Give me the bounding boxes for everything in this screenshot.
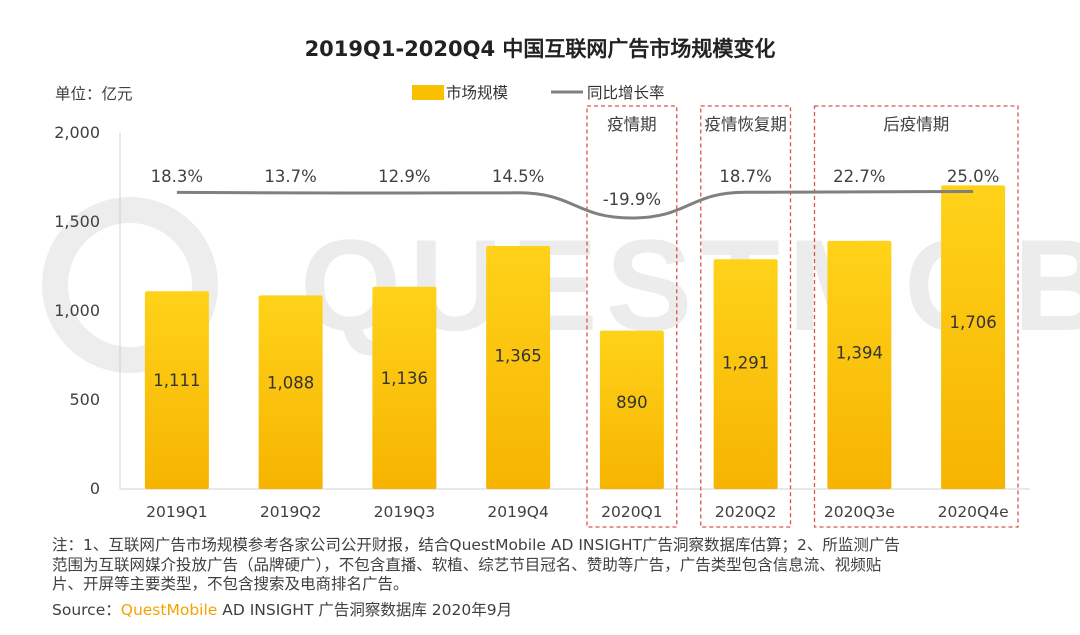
x-tick-label: 2019Q3 [374,503,436,521]
growth-rate-label: -19.9% [603,190,661,209]
y-tick-label: 0 [90,479,100,498]
y-tick-label: 500 [69,390,100,409]
period-boxes: 疫情期 疫情恢复期 后疫情期 [586,105,1019,528]
bar [941,185,1006,489]
footnotes: 注：1、互联网广告市场规模参考各家公司公开财报，结合QuestMobile AD… [52,536,1052,595]
growth-line-path [176,190,974,220]
bar [372,286,437,489]
chart-title: 2019Q1-2020Q4 中国互联网广告市场规模变化 [305,37,776,61]
growth-rate-label: 18.3% [151,167,203,186]
source-rest: AD INSIGHT 广告洞察数据库 2020年9月 [217,601,513,619]
x-tick-label: 2020Q2 [715,503,777,521]
market-size-chart: QUESTMOBILE 2019Q1-2020Q4 中国互联网广告市场规模变化 … [42,37,1080,528]
growth-rate-label: 18.7% [719,167,771,186]
bar-value-label: 1,136 [381,369,428,388]
bar-value-label: 1,111 [153,371,200,390]
x-tick-label: 2020Q1 [601,503,663,521]
bar-value-label: 1,291 [722,354,769,373]
bar-value-label: 1,088 [267,373,314,392]
note-line-1: 注：1、互联网广告市场规模参考各家公司公开财报，结合QuestMobile AD… [52,536,900,554]
growth-rate-label: 22.7% [833,167,885,186]
bar-value-label: 1,394 [836,344,883,363]
growth-rate-label: 13.7% [264,167,316,186]
source-prefix: Source： [52,601,121,619]
y-tick-label: 1,500 [54,212,100,231]
y-tick-label: 2,000 [54,123,100,142]
bar [713,259,778,489]
period-label: 后疫情期 [883,115,949,134]
growth-rate-label: 14.5% [492,167,544,186]
period-label: 疫情恢复期 [704,115,787,134]
legend-bar-swatch [412,85,444,100]
bar-value-label: 890 [616,393,648,412]
unit-label: 单位：亿元 [55,85,133,103]
growth-line: 18.3% 13.7% 12.9% 14.5% -19.9% 18.7% 22.7% 25.0… [151,167,999,220]
period-box [700,105,792,528]
bar [599,330,664,489]
period-box [586,105,678,528]
x-tick-label: 2019Q4 [487,503,549,521]
bar-value-label: 1,706 [950,313,997,332]
source-line: Source：QuestMobile AD INSIGHT 广告洞察数据库 20… [52,598,512,620]
note-line-3: 片、开屏等主要类型，不包含搜索及电商排名广告。 [52,575,409,593]
bar-value-label: 1,365 [495,346,542,365]
period-label: 疫情期 [607,115,657,134]
bar [258,295,323,489]
bar [144,291,209,489]
legend: 市场规模 同比增长率 [412,84,665,102]
bar [827,240,892,489]
x-tick-label: 2020Q4e [938,503,1009,521]
legend-line-label: 同比增长率 [587,84,665,102]
period-box [813,105,1019,528]
axes: 0 500 1,000 1,500 2,000 2019Q1 2019Q2 2019Q3 201… [54,123,1030,521]
legend-bar-label: 市场规模 [446,84,508,102]
bars: 1,111 1,088 1,136 1,365 890 1,291 1,394 1,706 [144,185,1006,489]
source-brand: QuestMobile [120,601,218,619]
growth-rate-label: 12.9% [378,167,430,186]
y-tick-label: 1,000 [54,301,100,320]
x-tick-label: 2020Q3e [824,503,895,521]
growth-rate-label: 25.0% [947,167,999,186]
x-tick-label: 2019Q1 [146,503,208,521]
x-tick-label: 2019Q2 [260,503,322,521]
bar [486,246,551,489]
note-line-2: 范围为互联网媒介投放广告（品牌硬广），不包含直播、软植、综艺节目冠名、赞助等广告… [52,555,882,574]
